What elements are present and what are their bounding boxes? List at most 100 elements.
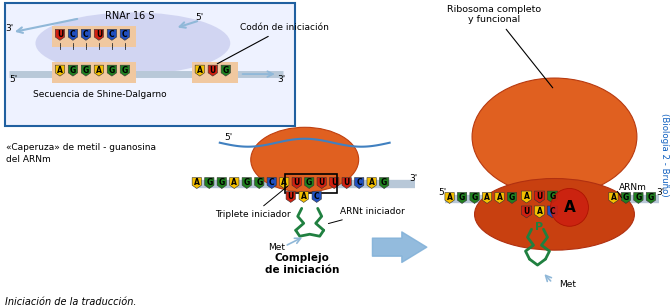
Text: P: P (535, 222, 543, 232)
Polygon shape (495, 192, 505, 204)
Polygon shape (621, 192, 630, 204)
Polygon shape (81, 65, 90, 76)
Text: G: G (222, 66, 229, 75)
Circle shape (551, 188, 588, 226)
Text: C: C (269, 178, 275, 187)
Text: 3': 3' (277, 75, 286, 83)
Text: C: C (549, 207, 555, 216)
Text: A: A (447, 193, 452, 202)
Polygon shape (445, 192, 454, 204)
Text: C: C (122, 30, 128, 39)
Polygon shape (286, 192, 295, 202)
Text: U: U (287, 192, 294, 201)
Text: C: C (83, 30, 88, 39)
Text: A: A (96, 66, 102, 75)
Text: U: U (210, 66, 216, 75)
Polygon shape (521, 206, 531, 218)
Text: G: G (549, 192, 555, 201)
Text: G: G (109, 66, 115, 75)
Polygon shape (120, 29, 129, 40)
Polygon shape (68, 29, 78, 40)
Polygon shape (267, 178, 277, 188)
Text: G: G (306, 178, 312, 187)
Text: G: G (648, 193, 654, 202)
Text: U: U (523, 207, 529, 216)
Polygon shape (55, 65, 64, 76)
Polygon shape (535, 191, 545, 203)
FancyBboxPatch shape (52, 26, 136, 47)
Text: Met: Met (268, 243, 285, 252)
Text: Triplete iniciador: Triplete iniciador (215, 186, 290, 219)
FancyBboxPatch shape (5, 3, 295, 126)
Polygon shape (470, 192, 479, 204)
FancyArrowPatch shape (373, 232, 427, 262)
Text: RNAr 16 S: RNAr 16 S (105, 11, 155, 21)
Polygon shape (367, 178, 377, 188)
Polygon shape (68, 65, 78, 76)
Text: G: G (509, 193, 515, 202)
Text: A: A (281, 178, 287, 187)
Text: Ribosoma completo
y funcional: Ribosoma completo y funcional (448, 5, 553, 88)
Text: G: G (206, 178, 212, 187)
Polygon shape (482, 192, 492, 204)
Polygon shape (458, 192, 467, 204)
Text: Complejo
de iniciación: Complejo de iniciación (265, 253, 339, 275)
Polygon shape (312, 192, 322, 202)
Text: A: A (231, 178, 237, 187)
Text: 3': 3' (657, 188, 665, 197)
Polygon shape (379, 178, 389, 188)
Text: A: A (537, 207, 543, 216)
Text: U: U (331, 178, 337, 187)
Text: A: A (610, 193, 616, 202)
Polygon shape (521, 191, 531, 203)
Polygon shape (204, 178, 214, 188)
Polygon shape (192, 178, 202, 188)
Polygon shape (647, 192, 655, 204)
Polygon shape (634, 192, 643, 204)
Text: A: A (523, 192, 529, 201)
Text: Met: Met (559, 281, 576, 290)
Polygon shape (107, 65, 117, 76)
Polygon shape (217, 178, 226, 188)
Polygon shape (107, 29, 117, 40)
Polygon shape (195, 65, 204, 76)
Polygon shape (292, 178, 302, 188)
Text: U: U (57, 30, 63, 39)
Text: U: U (344, 178, 350, 187)
Polygon shape (94, 65, 104, 76)
Text: A: A (301, 192, 307, 201)
Polygon shape (221, 65, 230, 76)
Polygon shape (94, 29, 104, 40)
Text: A: A (563, 200, 576, 215)
Text: A: A (496, 193, 502, 202)
Ellipse shape (36, 12, 230, 74)
FancyBboxPatch shape (52, 62, 136, 83)
Text: ARNm: ARNm (620, 183, 647, 192)
Polygon shape (507, 192, 517, 204)
Text: A: A (484, 193, 490, 202)
Text: G: G (83, 66, 89, 75)
Text: 3': 3' (5, 24, 13, 33)
Ellipse shape (472, 78, 637, 196)
Text: Iniciación de la traducción.: Iniciación de la traducción. (5, 297, 137, 307)
Text: G: G (459, 193, 465, 202)
Text: G: G (218, 178, 225, 187)
Polygon shape (255, 178, 264, 188)
Polygon shape (535, 206, 545, 218)
Text: del ARNm: del ARNm (6, 155, 51, 164)
Polygon shape (120, 65, 129, 76)
Text: 5': 5' (438, 188, 447, 197)
Text: G: G (256, 178, 263, 187)
Text: C: C (356, 178, 362, 187)
Text: G: G (244, 178, 250, 187)
Text: U: U (318, 178, 325, 187)
Polygon shape (330, 178, 339, 188)
Text: U: U (537, 192, 543, 201)
Ellipse shape (474, 179, 634, 250)
Polygon shape (279, 178, 289, 188)
Ellipse shape (251, 127, 358, 192)
Text: G: G (122, 66, 128, 75)
Text: U: U (293, 178, 300, 187)
Polygon shape (354, 178, 364, 188)
Polygon shape (299, 192, 308, 202)
